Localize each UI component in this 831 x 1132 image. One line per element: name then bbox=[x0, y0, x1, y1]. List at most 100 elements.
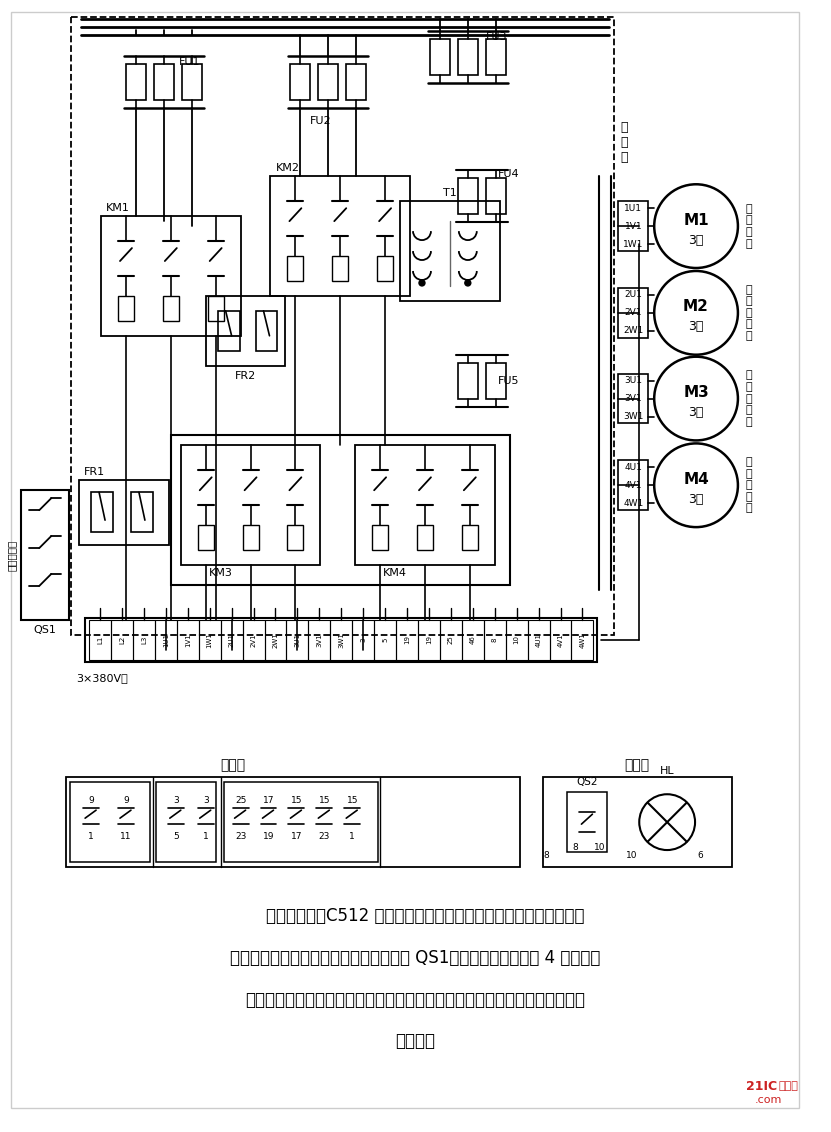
Bar bbox=[221, 620, 243, 660]
Bar bbox=[347, 63, 366, 100]
Text: QS2: QS2 bbox=[577, 778, 598, 787]
Bar bbox=[79, 480, 169, 546]
Circle shape bbox=[654, 444, 738, 528]
Bar bbox=[332, 256, 348, 281]
Text: 46: 46 bbox=[470, 635, 476, 644]
Text: 10: 10 bbox=[626, 850, 637, 859]
Text: FU4: FU4 bbox=[498, 170, 519, 179]
Text: 25: 25 bbox=[448, 635, 454, 644]
Bar bbox=[372, 525, 388, 550]
Bar bbox=[308, 620, 330, 660]
Text: 1W1: 1W1 bbox=[207, 632, 213, 648]
Bar bbox=[440, 620, 462, 660]
Text: 1V1: 1V1 bbox=[184, 633, 191, 646]
Text: L2: L2 bbox=[119, 636, 125, 644]
Bar bbox=[171, 436, 509, 585]
Text: 分电器件集中在配电板上，而总电源开关 QS1、按钮站、照明灯和 4 台电动机: 分电器件集中在配电板上，而总电源开关 QS1、按钮站、照明灯和 4 台电动机 bbox=[230, 949, 600, 967]
Bar bbox=[256, 311, 278, 351]
Bar bbox=[318, 63, 338, 100]
Text: 1W1: 1W1 bbox=[623, 240, 643, 249]
Bar bbox=[22, 490, 69, 620]
Bar bbox=[462, 525, 478, 550]
Bar bbox=[396, 620, 418, 660]
Bar bbox=[352, 620, 374, 660]
Bar bbox=[462, 620, 484, 660]
Text: 1V1: 1V1 bbox=[624, 222, 642, 231]
Text: 3W1: 3W1 bbox=[623, 412, 643, 421]
Text: 行连接。: 行连接。 bbox=[395, 1032, 435, 1050]
Bar bbox=[506, 620, 528, 660]
Text: FR2: FR2 bbox=[235, 370, 256, 380]
Text: L1: L1 bbox=[97, 635, 103, 644]
Text: M3: M3 bbox=[683, 385, 709, 400]
Bar bbox=[589, 181, 629, 580]
Text: QS1: QS1 bbox=[34, 625, 57, 635]
Bar bbox=[549, 620, 572, 660]
Text: 所示为立磨（C512 立车改装）电气接线图。从图中可以看出，大部: 所示为立磨（C512 立车改装）电气接线图。从图中可以看出，大部 bbox=[245, 907, 585, 925]
Bar bbox=[458, 38, 478, 75]
Bar bbox=[288, 256, 303, 281]
Text: 17: 17 bbox=[263, 796, 274, 805]
Bar bbox=[618, 288, 648, 337]
Text: 21IC: 21IC bbox=[746, 1080, 778, 1092]
Bar bbox=[288, 525, 303, 550]
Bar bbox=[418, 620, 440, 660]
Text: M1: M1 bbox=[683, 213, 709, 228]
Text: 3～: 3～ bbox=[688, 320, 704, 333]
Bar bbox=[66, 778, 519, 867]
Bar bbox=[126, 63, 146, 100]
Bar bbox=[182, 63, 202, 100]
Bar bbox=[458, 362, 478, 398]
Text: 1U1: 1U1 bbox=[163, 633, 169, 646]
Bar bbox=[199, 620, 221, 660]
Text: 10: 10 bbox=[514, 635, 519, 644]
Bar bbox=[400, 201, 499, 301]
Text: 23: 23 bbox=[235, 832, 246, 841]
Text: 2W1: 2W1 bbox=[273, 632, 278, 648]
Text: 15: 15 bbox=[291, 796, 302, 805]
Bar bbox=[91, 492, 113, 532]
Bar bbox=[430, 38, 450, 75]
Bar bbox=[70, 782, 150, 861]
Text: 8: 8 bbox=[573, 842, 578, 851]
Text: 25: 25 bbox=[235, 796, 246, 805]
Text: 19: 19 bbox=[263, 832, 274, 841]
Text: 4V1: 4V1 bbox=[558, 633, 563, 646]
Bar bbox=[133, 620, 155, 660]
Text: 8: 8 bbox=[543, 850, 549, 859]
Text: KM4: KM4 bbox=[383, 568, 407, 578]
Bar bbox=[224, 782, 378, 861]
Text: 8: 8 bbox=[492, 637, 498, 642]
Text: M2: M2 bbox=[683, 299, 709, 315]
Circle shape bbox=[465, 280, 471, 286]
Text: 15: 15 bbox=[347, 796, 358, 805]
Text: 4W1: 4W1 bbox=[623, 499, 643, 508]
Text: T1: T1 bbox=[443, 188, 457, 198]
Text: FU2: FU2 bbox=[309, 117, 331, 127]
Bar bbox=[154, 63, 174, 100]
Text: M4: M4 bbox=[683, 472, 709, 487]
Text: 3V1: 3V1 bbox=[317, 633, 322, 646]
Circle shape bbox=[639, 795, 695, 850]
Bar bbox=[118, 295, 134, 320]
Circle shape bbox=[419, 280, 425, 286]
Text: 2V1: 2V1 bbox=[250, 633, 257, 646]
Text: 水
泵
电
动
机: 水 泵 电 动 机 bbox=[746, 457, 753, 514]
Bar bbox=[290, 63, 310, 100]
Text: 在配电板上机床适当的部位，配电板的导线通过接线板和配电板外的电器件进: 在配电板上机床适当的部位，配电板的导线通过接线板和配电板外的电器件进 bbox=[245, 990, 585, 1009]
Text: 照明灯: 照明灯 bbox=[625, 758, 650, 772]
Text: 3V1: 3V1 bbox=[624, 394, 642, 403]
Text: 3U1: 3U1 bbox=[624, 376, 642, 385]
Text: 15: 15 bbox=[318, 796, 330, 805]
Text: 19: 19 bbox=[404, 635, 410, 644]
Circle shape bbox=[654, 271, 738, 354]
Bar bbox=[458, 179, 478, 214]
Bar bbox=[377, 256, 393, 281]
Text: KM1: KM1 bbox=[106, 204, 130, 213]
Text: HL: HL bbox=[660, 766, 675, 777]
Text: 23: 23 bbox=[318, 832, 330, 841]
Bar bbox=[486, 362, 506, 398]
Bar bbox=[206, 295, 285, 366]
Bar bbox=[618, 461, 648, 511]
Text: 9: 9 bbox=[123, 796, 129, 805]
